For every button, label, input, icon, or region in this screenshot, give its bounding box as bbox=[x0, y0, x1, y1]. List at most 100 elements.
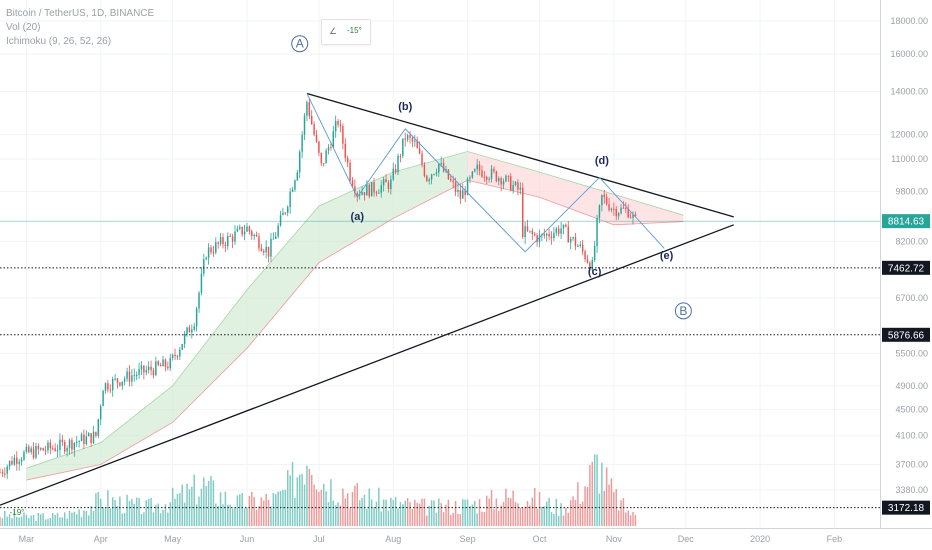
volume-bar bbox=[193, 474, 195, 526]
candle-down bbox=[581, 244, 584, 252]
candle-down bbox=[454, 182, 457, 192]
volume-bar bbox=[95, 493, 97, 526]
volume-bar bbox=[315, 489, 318, 526]
volume-bar bbox=[85, 510, 88, 526]
volume-bar bbox=[476, 513, 478, 526]
candle-down bbox=[615, 208, 617, 217]
volume-bar bbox=[589, 465, 591, 526]
candle-up bbox=[579, 244, 582, 246]
volume-bar bbox=[342, 488, 344, 526]
volume-bar bbox=[157, 503, 159, 526]
candle-up bbox=[440, 163, 442, 165]
candle-down bbox=[404, 138, 406, 140]
volume-bar bbox=[430, 500, 433, 526]
candle-up bbox=[140, 365, 143, 370]
volume-bar bbox=[478, 499, 481, 526]
candle-up bbox=[205, 257, 207, 260]
volume-bar bbox=[620, 500, 622, 526]
volume-bar bbox=[123, 512, 126, 526]
volume-bar bbox=[495, 498, 498, 526]
time-tick-label: Oct bbox=[533, 534, 548, 544]
volume-bar bbox=[337, 502, 339, 526]
volume-bar bbox=[90, 506, 92, 526]
volume-bar bbox=[198, 496, 200, 526]
volume-bar bbox=[119, 496, 121, 526]
volume-bar bbox=[143, 512, 145, 526]
price-tick-label: 3700.00 bbox=[895, 459, 928, 469]
volume-bar bbox=[296, 477, 299, 526]
candle-up bbox=[30, 448, 32, 453]
candle-up bbox=[462, 190, 464, 199]
volume-bar bbox=[191, 486, 193, 526]
legend-symbol[interactable]: Bitcoin / TetherUS, 1D, BINANCE bbox=[6, 8, 155, 19]
candle-up bbox=[87, 433, 90, 437]
volume-bar bbox=[42, 513, 44, 526]
volume-bar bbox=[486, 495, 488, 526]
volume-bar bbox=[251, 491, 253, 526]
volume-bar bbox=[500, 505, 502, 526]
volume-bar bbox=[351, 492, 354, 526]
candle-down bbox=[363, 192, 366, 196]
volume-bar bbox=[531, 497, 534, 526]
candle-up bbox=[85, 436, 88, 445]
volume-bar bbox=[47, 518, 49, 526]
price-axis[interactable]: 18000.00 16000.00 14000.00 12000.00 11000.00… bbox=[890, 16, 928, 495]
volume-bar bbox=[275, 494, 277, 526]
candle-down bbox=[351, 180, 354, 187]
volume-bar bbox=[131, 499, 133, 526]
candle-up bbox=[68, 440, 71, 449]
volume-bar bbox=[104, 507, 107, 526]
candle-down bbox=[263, 250, 265, 253]
candle-down bbox=[481, 170, 483, 177]
candle-down bbox=[241, 226, 243, 235]
candle-up bbox=[593, 245, 596, 261]
horizontal-lines bbox=[0, 220, 880, 509]
candle-up bbox=[169, 358, 171, 369]
volume-bar bbox=[466, 499, 469, 526]
legend-volume[interactable]: Vol (20) bbox=[6, 22, 41, 33]
candle-up bbox=[620, 207, 622, 214]
volume-bar bbox=[507, 497, 510, 526]
cloud-segment bbox=[100, 385, 173, 465]
volume-bar bbox=[200, 488, 203, 526]
volume-bar bbox=[519, 508, 522, 526]
volume-bar bbox=[25, 514, 28, 526]
volume-bar bbox=[310, 474, 313, 526]
time-tick-label: Jun bbox=[240, 534, 255, 544]
candle-down bbox=[589, 262, 591, 270]
volume-bar bbox=[30, 515, 32, 526]
candle-up bbox=[361, 192, 363, 195]
volume-bar bbox=[579, 504, 582, 526]
candle-down bbox=[550, 236, 553, 239]
volume-bar bbox=[490, 490, 493, 526]
candle-down bbox=[109, 389, 112, 391]
candle-up bbox=[490, 168, 493, 179]
candle-down bbox=[267, 246, 270, 257]
volume-bar bbox=[277, 491, 279, 526]
candle-down bbox=[224, 244, 227, 247]
volume-bar bbox=[553, 513, 555, 526]
volume-bar bbox=[73, 511, 76, 526]
candle-up bbox=[519, 187, 522, 190]
price-tick-label: 3380.00 bbox=[895, 485, 928, 495]
volume-bar bbox=[210, 475, 212, 526]
candle-up bbox=[131, 375, 133, 382]
candle-down bbox=[330, 147, 332, 149]
volume-bar bbox=[183, 502, 186, 526]
legend-ichimoku[interactable]: Ichimoku (9, 26, 52, 26) bbox=[6, 36, 112, 47]
candle-up bbox=[35, 445, 37, 458]
volume-bar bbox=[598, 493, 601, 526]
volume-bar bbox=[593, 454, 596, 526]
candle-up bbox=[207, 247, 210, 258]
volume-bar bbox=[349, 508, 351, 526]
time-axis[interactable]: Mar Apr May Jun Jul Aug Sep Oct Nov Dec 2020 Feb bbox=[19, 534, 843, 544]
candle-down bbox=[368, 184, 371, 197]
volume-bar bbox=[450, 515, 452, 526]
volume-bar bbox=[577, 482, 579, 526]
volume-bar bbox=[265, 493, 267, 526]
candle-up bbox=[469, 177, 471, 179]
volume-bar bbox=[80, 517, 83, 526]
volume-bar bbox=[263, 500, 265, 526]
candle-up bbox=[512, 185, 514, 191]
